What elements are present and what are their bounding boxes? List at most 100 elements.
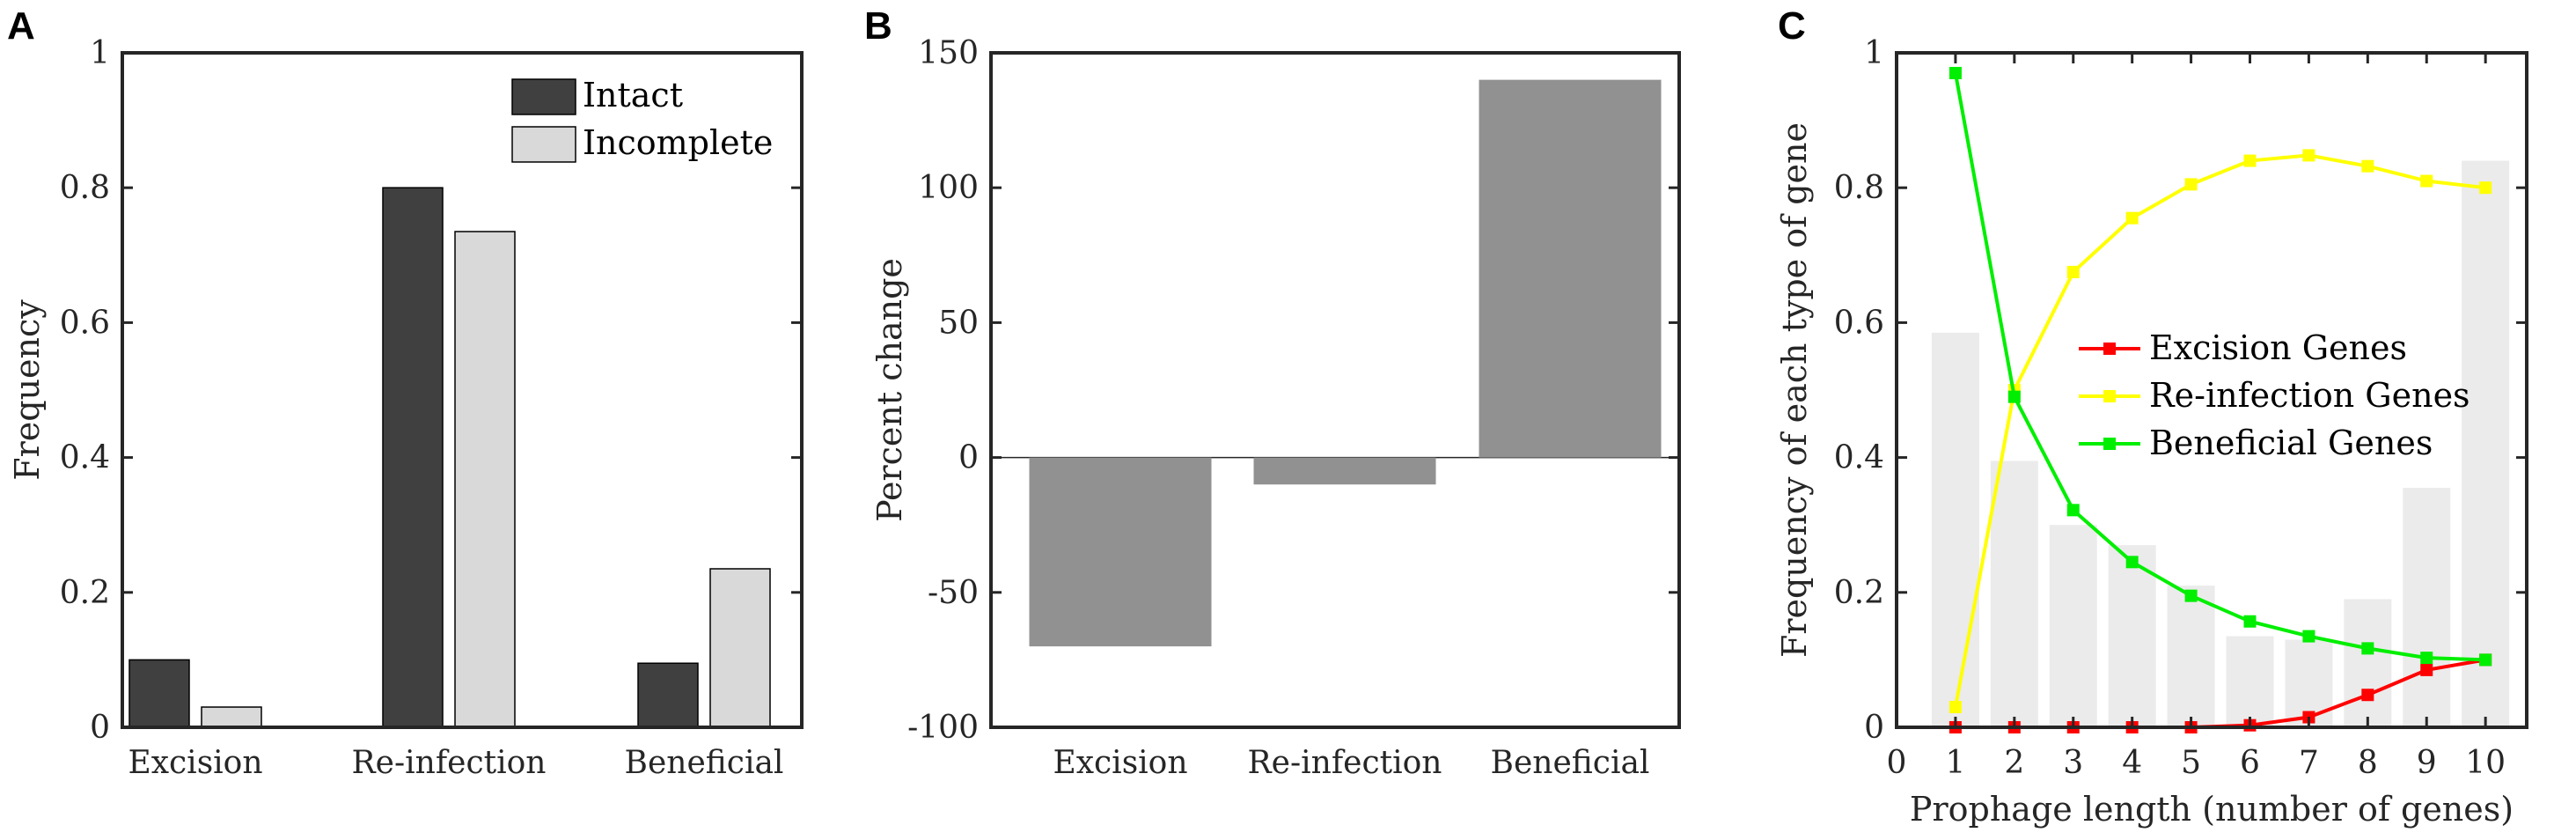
point-beneficial-genes xyxy=(1949,66,1962,79)
point-excision-genes xyxy=(2420,663,2433,676)
x-tick-label: 4 xyxy=(2122,745,2142,781)
y-tick-label: 0.2 xyxy=(1834,575,1884,611)
point-beneficial-genes xyxy=(2302,630,2315,643)
x-tick-label: 5 xyxy=(2181,745,2201,781)
x-tick-label-excision: Excision xyxy=(128,745,262,781)
line-re-infection-genes xyxy=(1953,153,2486,708)
point-beneficial-genes xyxy=(2361,642,2374,655)
panel-label-c: C xyxy=(1778,4,1806,48)
x-tick-label: 10 xyxy=(2465,745,2506,781)
x-tick-label: 7 xyxy=(2299,745,2319,781)
point-re-infection-genes xyxy=(1949,701,1962,714)
y-tick-label: 0 xyxy=(958,440,979,476)
point-re-infection-genes xyxy=(2066,265,2080,278)
point-re-infection-genes xyxy=(2420,174,2433,188)
background-bar-9 xyxy=(2403,488,2451,727)
bar-intact-re-infection xyxy=(382,187,444,728)
y-tick-label: 1 xyxy=(1864,35,1884,71)
panel-b-ticks: Excision Re-infection Beneficial -100 -50 0 50… xyxy=(907,35,1679,781)
y-tick-label: -50 xyxy=(928,575,979,611)
panel-c-legend: Excision Genes Re-infection Genes Benefici… xyxy=(2079,328,2470,462)
point-beneficial-genes xyxy=(2243,615,2257,628)
point-beneficial-genes xyxy=(2420,652,2433,665)
background-bar-8 xyxy=(2344,599,2392,727)
bar-re-infection xyxy=(1253,457,1436,485)
x-tick-label-re-infection: Re-infection xyxy=(352,745,547,781)
bar-incomplete-re-infection xyxy=(454,231,516,728)
point-re-infection-genes xyxy=(2184,178,2198,191)
panel-c-ticks: 0 1 2 3 4 5 6 7 8 9 10 0 0.2 0.4 0.6 0.8 1 xyxy=(1834,35,2527,781)
x-tick-label: 1 xyxy=(1945,745,1965,781)
bar-incomplete-excision xyxy=(201,706,262,728)
background-bar-5 xyxy=(2167,586,2215,727)
panel-b-ylabel: Percent change xyxy=(870,258,909,522)
panel-b-marks xyxy=(991,79,1679,647)
legend-marker-excision-genes xyxy=(2103,343,2116,355)
y-tick-label: 0 xyxy=(90,710,110,746)
legend-label-incomplete: Incomplete xyxy=(583,123,773,162)
y-tick-label: 100 xyxy=(918,170,979,206)
x-tick-label: 0 xyxy=(1887,745,1907,781)
point-re-infection-genes xyxy=(2479,181,2492,195)
panel-label-a: A xyxy=(7,4,35,48)
y-tick-label: 0.8 xyxy=(1834,170,1884,206)
point-beneficial-genes xyxy=(2479,653,2492,667)
point-re-infection-genes xyxy=(2361,159,2374,173)
bar-incomplete-beneficial xyxy=(709,568,771,728)
x-tick-label: 2 xyxy=(2004,745,2024,781)
panel-c-chart: 0 1 2 3 4 5 6 7 8 9 10 0 0.2 0.4 0.6 0.8 1 Frequency of … xyxy=(1775,35,2528,829)
point-beneficial-genes xyxy=(2184,589,2198,602)
line-beneficial-genes xyxy=(1953,72,2486,662)
panel-a-legend: Intact Incomplete xyxy=(511,76,773,163)
bar-intact-excision xyxy=(128,659,190,728)
panel-a-ylabel: Frequency xyxy=(8,299,47,481)
background-bar-3 xyxy=(2049,525,2097,727)
x-tick-label-beneficial: Beneficial xyxy=(1491,745,1650,781)
bar-intact-beneficial xyxy=(637,662,699,728)
x-tick-label: 3 xyxy=(2063,745,2083,781)
background-bar-4 xyxy=(2108,545,2156,727)
y-tick-label: 0.4 xyxy=(60,440,110,476)
background-bar-1 xyxy=(1931,332,1979,727)
panel-label-b: B xyxy=(864,4,892,48)
point-beneficial-genes xyxy=(2007,390,2021,403)
background-bar-2 xyxy=(1990,461,2038,727)
y-tick-label: 50 xyxy=(938,305,979,341)
legend-marker-beneficial-genes xyxy=(2103,438,2116,450)
bar-beneficial xyxy=(1479,79,1662,458)
panel-a-chart: Excision Re-infection Beneficial 0 0.2 0.4 0.6… xyxy=(8,35,804,781)
x-tick-label: 8 xyxy=(2358,745,2378,781)
legend-label-excision-genes: Excision Genes xyxy=(2149,328,2407,367)
x-tick-label-re-infection: Re-infection xyxy=(1248,745,1442,781)
y-tick-label: 0.2 xyxy=(60,575,110,611)
x-tick-label-excision: Excision xyxy=(1053,745,1187,781)
panel-c-frame xyxy=(1895,51,2528,729)
y-tick-label: 1 xyxy=(90,35,110,71)
legend-label-intact: Intact xyxy=(583,76,683,114)
y-tick-label: 0.6 xyxy=(1834,305,1884,341)
x-tick-label: 9 xyxy=(2417,745,2437,781)
legend-label-beneficial-genes: Beneficial Genes xyxy=(2149,424,2433,462)
panel-b-frame xyxy=(989,51,1681,729)
y-tick-label: 150 xyxy=(918,35,979,71)
panel-c-ylabel: Frequency of each type of gene xyxy=(1775,122,1814,658)
point-re-infection-genes xyxy=(2302,149,2315,162)
y-tick-label: 0.4 xyxy=(1834,440,1884,476)
bar-excision xyxy=(1029,457,1212,647)
panel-a-marks xyxy=(128,187,771,728)
legend-marker-re-infection-genes xyxy=(2103,390,2116,402)
point-re-infection-genes xyxy=(2243,154,2257,167)
y-tick-label: 0.8 xyxy=(60,170,110,206)
point-re-infection-genes xyxy=(2125,211,2139,225)
y-tick-label: 0.6 xyxy=(60,305,110,341)
point-beneficial-genes xyxy=(2066,504,2080,517)
y-tick-label: 0 xyxy=(1864,710,1884,746)
panel-a-frame xyxy=(121,51,804,729)
legend-swatch-intact xyxy=(511,78,576,115)
panel-b-chart: Excision Re-infection Beneficial -100 -50 0 50… xyxy=(870,35,1681,781)
x-tick-label: 6 xyxy=(2240,745,2260,781)
point-beneficial-genes xyxy=(2125,556,2139,569)
legend-label-re-infection-genes: Re-infection Genes xyxy=(2149,376,2470,415)
x-tick-label-beneficial: Beneficial xyxy=(625,745,784,781)
